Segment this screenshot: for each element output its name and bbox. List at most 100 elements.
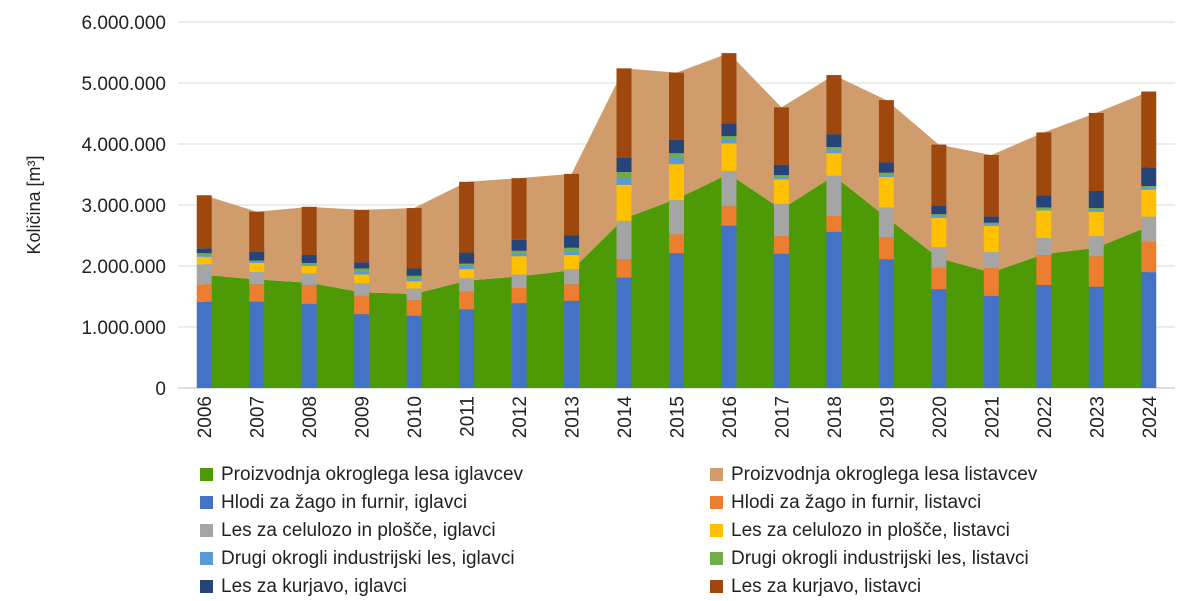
bar-segment-7-2012 — [511, 178, 527, 240]
x-tick-label: 2022 — [1035, 396, 1056, 438]
bar-segment-6-2022 — [1036, 195, 1052, 208]
bar-segment-2-2011 — [459, 278, 475, 292]
bar-segment-7-2016 — [721, 53, 737, 124]
legend-label: Proizvodnja okroglega lesa iglavcev — [221, 463, 524, 485]
x-tick-label: 2010 — [405, 396, 426, 438]
bar-segment-3-2006 — [196, 256, 212, 265]
bar-segment-2-2013 — [564, 269, 580, 285]
bar-segment-0-2006 — [196, 301, 212, 388]
bar-segment-0-2009 — [354, 314, 370, 388]
bar-segment-5-2016 — [721, 136, 737, 140]
bar-segment-1-2022 — [1036, 255, 1052, 285]
legend-swatch — [200, 496, 213, 509]
bar-segment-7-2020 — [931, 144, 947, 206]
bar-segment-5-2022 — [1036, 207, 1052, 209]
bar-segment-1-2012 — [511, 287, 527, 304]
legend-item: Les za kurjavo, listavci — [710, 574, 1180, 599]
bar-segment-2-2024 — [1141, 216, 1157, 242]
legend-item: Les za celulozo in plošče, listavci — [710, 518, 1180, 543]
bar-segment-0-2022 — [1036, 284, 1052, 388]
bar-segment-1-2019 — [878, 237, 894, 260]
legend-item: Hlodi za žago in furnir, iglavci — [200, 490, 710, 515]
legend-label: Proizvodnja okroglega lesa listavcev — [731, 463, 1038, 485]
bar-segment-5-2006 — [196, 253, 212, 256]
legend-item: Drugi okrogli industrijski les, listavci — [710, 546, 1180, 571]
legend-item: Drugi okrogli industrijski les, iglavci — [200, 546, 710, 571]
bar-segment-1-2020 — [931, 267, 947, 290]
bar-segment-2-2007 — [249, 271, 265, 285]
bar-segment-2-2006 — [196, 264, 212, 285]
bar-segment-4-2008 — [301, 264, 317, 266]
legend-swatch — [710, 580, 723, 593]
bar-segment-4-2006 — [196, 255, 212, 257]
bar-segment-6-2021 — [983, 216, 999, 223]
y-tick-label: 5.000.000 — [81, 74, 166, 95]
bar-segment-0-2007 — [249, 301, 265, 388]
bar-segment-3-2008 — [301, 266, 317, 274]
bar-segment-6-2010 — [406, 268, 422, 276]
legend-swatch — [200, 468, 213, 481]
bar-segment-1-2011 — [459, 291, 475, 310]
bar-segment-4-2013 — [564, 251, 580, 256]
bar-segment-4-2022 — [1036, 208, 1052, 211]
bar-segment-0-2014 — [616, 277, 632, 388]
bar-segment-4-2020 — [931, 215, 947, 218]
y-tick-label: 6.000.000 — [81, 13, 166, 34]
bar-segment-3-2023 — [1088, 211, 1104, 237]
bar-segment-1-2006 — [196, 284, 212, 302]
bar-segment-1-2013 — [564, 284, 580, 301]
x-tick-label: 2018 — [825, 396, 846, 438]
bar-segment-0-2024 — [1141, 272, 1157, 388]
bar-segment-6-2018 — [826, 134, 842, 148]
x-tick-label: 2008 — [300, 396, 321, 438]
x-tick-label: 2017 — [772, 396, 793, 438]
bar-segment-3-2021 — [983, 225, 999, 252]
legend-item: Hlodi za žago in furnir, listavci — [710, 490, 1180, 515]
bar-segment-5-2007 — [249, 260, 265, 262]
bar-segment-4-2014 — [616, 178, 632, 185]
bar-segment-0-2019 — [878, 259, 894, 388]
bar-segment-6-2019 — [878, 162, 894, 173]
legend-label: Drugi okrogli industrijski les, iglavci — [221, 547, 515, 569]
bar-segment-4-2009 — [354, 271, 370, 275]
legend-label: Hlodi za žago in furnir, listavci — [731, 491, 982, 513]
bar-segment-3-2014 — [616, 184, 632, 221]
bar-segment-2-2019 — [878, 207, 894, 238]
bar-segment-4-2023 — [1088, 209, 1104, 212]
x-tick-label: 2012 — [510, 396, 531, 438]
bar-segment-3-2007 — [249, 262, 265, 272]
legend-swatch — [200, 524, 213, 537]
y-tick-label: 2.000.000 — [81, 257, 166, 278]
legend-label: Drugi okrogli industrijski les, listavci — [731, 547, 1029, 569]
bar-segment-4-2024 — [1141, 187, 1157, 190]
bar-segment-3-2013 — [564, 255, 580, 270]
x-tick-label: 2015 — [668, 396, 689, 438]
bar-segment-6-2007 — [249, 251, 265, 261]
x-tick-label: 2016 — [720, 396, 741, 438]
bar-segment-3-2016 — [721, 143, 737, 171]
legend-label: Les za celulozo in plošče, iglavci — [221, 519, 496, 541]
bar-segment-0-2020 — [931, 289, 947, 388]
bar-segment-0-2008 — [301, 303, 317, 388]
bar-segment-0-2018 — [826, 231, 842, 388]
y-axis-title: Količina [m³] — [24, 155, 44, 254]
bar-segment-3-2017 — [773, 179, 789, 204]
bar-segment-1-2008 — [301, 284, 317, 304]
bar-segment-1-2017 — [773, 236, 789, 254]
bar-segment-3-2020 — [931, 217, 947, 248]
bar-segment-5-2020 — [931, 214, 947, 216]
legend-swatch — [710, 524, 723, 537]
legend-item: Proizvodnja okroglega lesa listavcev — [710, 462, 1180, 487]
bar-segment-5-2024 — [1141, 186, 1157, 188]
x-tick-label: 2013 — [563, 396, 584, 438]
bar-segment-0-2011 — [459, 309, 475, 388]
bar-segment-0-2012 — [511, 303, 527, 388]
x-tick-label: 2006 — [195, 396, 216, 438]
bar-segment-3-2015 — [669, 164, 684, 201]
bar-segment-5-2015 — [669, 153, 684, 158]
bar-segment-5-2014 — [616, 172, 632, 179]
legend-swatch — [200, 552, 213, 565]
bar-segment-6-2016 — [721, 123, 737, 137]
